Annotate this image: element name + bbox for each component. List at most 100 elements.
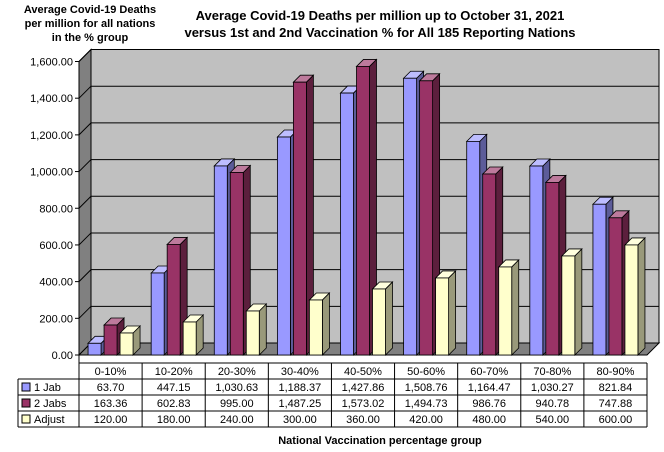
x-tick-label: 70-80%: [533, 366, 571, 378]
data-value-label: 1,573.02: [342, 398, 385, 410]
bar-front: [87, 342, 102, 356]
bar: [481, 166, 504, 356]
bar-front: [545, 182, 560, 356]
data-value-label: 180.00: [157, 414, 191, 426]
legend-swatch: [21, 414, 31, 424]
data-value-label: 1,188.37: [278, 382, 321, 394]
bar-front: [356, 66, 370, 356]
x-tick-label: 60-70%: [470, 366, 508, 378]
bar: [434, 269, 457, 356]
legend-swatch: [21, 382, 31, 392]
bar-side: [637, 236, 646, 356]
gridline: [78, 85, 659, 99]
bar-front: [245, 310, 260, 356]
y-tick-label: 1,200.00: [30, 130, 73, 142]
bar-front: [435, 277, 450, 356]
bar-front: [482, 173, 497, 356]
bar-front: [340, 92, 354, 356]
data-value-label: 1,030.63: [215, 382, 258, 394]
legend-label: 2 Jabs: [34, 398, 67, 410]
bar-front: [561, 255, 576, 356]
data-value-label: 540.00: [536, 414, 570, 426]
bar: [623, 236, 646, 356]
legend-swatch: [21, 398, 31, 408]
y-tick-label: 1,600.00: [30, 57, 73, 69]
bar-front: [372, 288, 386, 356]
bar: [119, 325, 142, 356]
bar: [560, 247, 583, 356]
bar-side: [321, 292, 330, 356]
data-value-label: 1,487.25: [278, 398, 321, 410]
y-axis-title-line-1: Average Covid-19 Deaths: [24, 4, 156, 16]
bar-front: [308, 299, 323, 356]
y-axis: 0.00 200.00 400.00 600.00 800.00 1,000.00 1,20…: [30, 57, 80, 362]
bar-side: [511, 258, 520, 356]
bar-front: [624, 244, 639, 356]
bar-front: [403, 77, 418, 356]
bar: [292, 74, 315, 356]
bar-front: [592, 203, 607, 356]
legend-label: Adjust: [34, 414, 65, 426]
x-tick-label: 0-10%: [95, 366, 127, 378]
data-value-label: 1,508.76: [405, 382, 448, 394]
data-value-label: 602.83: [157, 398, 191, 410]
bar: [497, 258, 520, 356]
y-tick-label: 1,400.00: [30, 93, 73, 105]
bar-front: [229, 172, 244, 356]
bar-side: [385, 280, 393, 356]
x-tick-label: 20-30%: [218, 366, 256, 378]
x-axis-title: National Vaccination percentage group: [278, 435, 482, 447]
data-value-label: 63.70: [97, 382, 125, 394]
data-value-label: 447.15: [157, 382, 191, 394]
data-value-label: 1,427.86: [342, 382, 385, 394]
data-value-label: 120.00: [94, 414, 128, 426]
bar-front: [529, 165, 544, 356]
bar-side: [258, 303, 267, 356]
bar-side: [448, 269, 457, 356]
x-tick-label: 30-40%: [281, 366, 319, 378]
bar-front: [292, 81, 307, 356]
bar-front: [213, 165, 228, 356]
chart-title-line-1: Average Covid-19 Deaths per million up t…: [196, 8, 565, 23]
bar: [418, 72, 441, 356]
data-value-label: 600.00: [599, 414, 633, 426]
x-tick-label: 80-90%: [596, 366, 634, 378]
y-axis-title-line-3: in the % group: [52, 32, 129, 44]
bar-front: [498, 266, 513, 356]
data-value-label: 747.88: [599, 398, 633, 410]
bar-front: [276, 136, 291, 356]
bar: [229, 164, 252, 356]
bar-front: [608, 217, 623, 356]
y-tick-label: 1,000.00: [30, 167, 73, 179]
bar-front: [103, 324, 118, 356]
bar-front: [419, 80, 434, 356]
bar: [245, 303, 268, 356]
gridline: [78, 49, 659, 62]
y-tick-label: 200.00: [39, 313, 73, 325]
data-value-label: 163.36: [94, 398, 128, 410]
data-value-label: 995.00: [220, 398, 254, 410]
x-tick-label: 40-50%: [344, 366, 382, 378]
bar-front: [150, 272, 165, 356]
bar-front: [466, 140, 481, 356]
bar-side: [574, 247, 583, 356]
data-value-label: 300.00: [283, 414, 317, 426]
x-tick-label: 50-60%: [407, 366, 445, 378]
data-value-label: 1,494.73: [405, 398, 448, 410]
y-axis-title-line-2: per million for all nations: [25, 18, 156, 30]
bars-group: [87, 58, 646, 356]
legend-label: 1 Jab: [34, 382, 61, 394]
y-tick-label: 400.00: [39, 277, 73, 289]
bar: [308, 292, 331, 356]
data-table: 0-10% 10-20% 20-30% 30-40% 40-50% 50-60% 60-70…: [17, 355, 648, 428]
data-value-label: 240.00: [220, 414, 254, 426]
data-value-label: 1,030.27: [531, 382, 574, 394]
data-value-label: 986.76: [472, 398, 506, 410]
data-value-label: 821.84: [599, 382, 633, 394]
bar: [371, 280, 394, 356]
bar-front: [119, 332, 134, 356]
y-tick-label: 600.00: [39, 240, 73, 252]
data-value-label: 480.00: [472, 414, 506, 426]
x-tick-label: 10-20%: [155, 366, 193, 378]
